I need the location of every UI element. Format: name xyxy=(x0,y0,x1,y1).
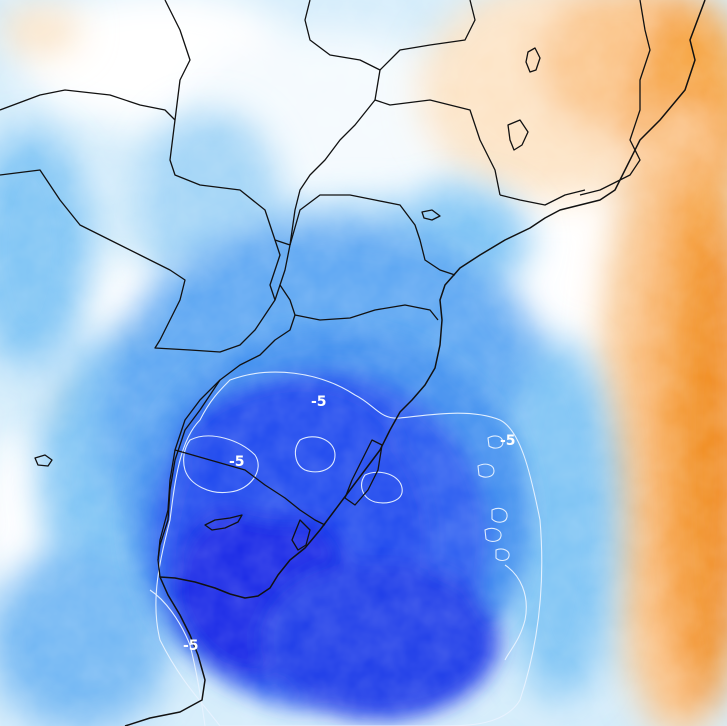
border-state-3 xyxy=(579,0,651,196)
contour-label-southwest: -5 xyxy=(183,638,199,654)
isoline-inner-east xyxy=(361,471,403,504)
isoline-east-spot-4 xyxy=(484,527,502,542)
lagoon-patos xyxy=(344,439,383,506)
isoline-east-spot-3 xyxy=(491,507,508,523)
lake-interior xyxy=(204,514,243,531)
political-borders xyxy=(0,0,706,726)
border-paraguay xyxy=(0,169,281,353)
contour-label-center: -5 xyxy=(311,394,327,410)
contour-label-west: -5 xyxy=(229,454,245,470)
isoline-inner-center xyxy=(294,436,336,473)
border-state-8 xyxy=(279,244,439,321)
border-bolivia xyxy=(0,89,176,121)
contour-labels: -5 -5 -5 -5 xyxy=(183,394,516,654)
lagoon-mirim xyxy=(291,519,311,551)
isolines xyxy=(149,371,543,726)
border-state-9 xyxy=(157,314,296,578)
border-argentina-north xyxy=(269,239,281,301)
coastline-brazil xyxy=(229,0,706,599)
isoline-southwest xyxy=(149,589,206,726)
border-state-6 xyxy=(289,194,456,276)
border-state-5 xyxy=(164,0,291,246)
isoline-main xyxy=(155,371,543,726)
border-state-4 xyxy=(499,189,586,206)
border-state-7 xyxy=(289,99,376,246)
lake-north-3 xyxy=(421,209,441,221)
isoline-inner-west xyxy=(183,435,259,494)
coastline-south xyxy=(124,576,231,726)
isoline-east-spot-5 xyxy=(495,548,510,561)
border-rs-uruguay xyxy=(174,449,326,526)
lake-north-2 xyxy=(507,119,529,151)
border-state-2 xyxy=(379,0,476,71)
border-uruguay xyxy=(157,379,221,561)
contour-label-east: -5 xyxy=(500,433,516,449)
island-small xyxy=(34,454,53,467)
isoline-east-spot-2 xyxy=(477,463,495,478)
lake-north-1 xyxy=(525,47,541,73)
isoline-east-curve xyxy=(504,564,527,661)
isoline-east-spot-1 xyxy=(487,435,504,449)
